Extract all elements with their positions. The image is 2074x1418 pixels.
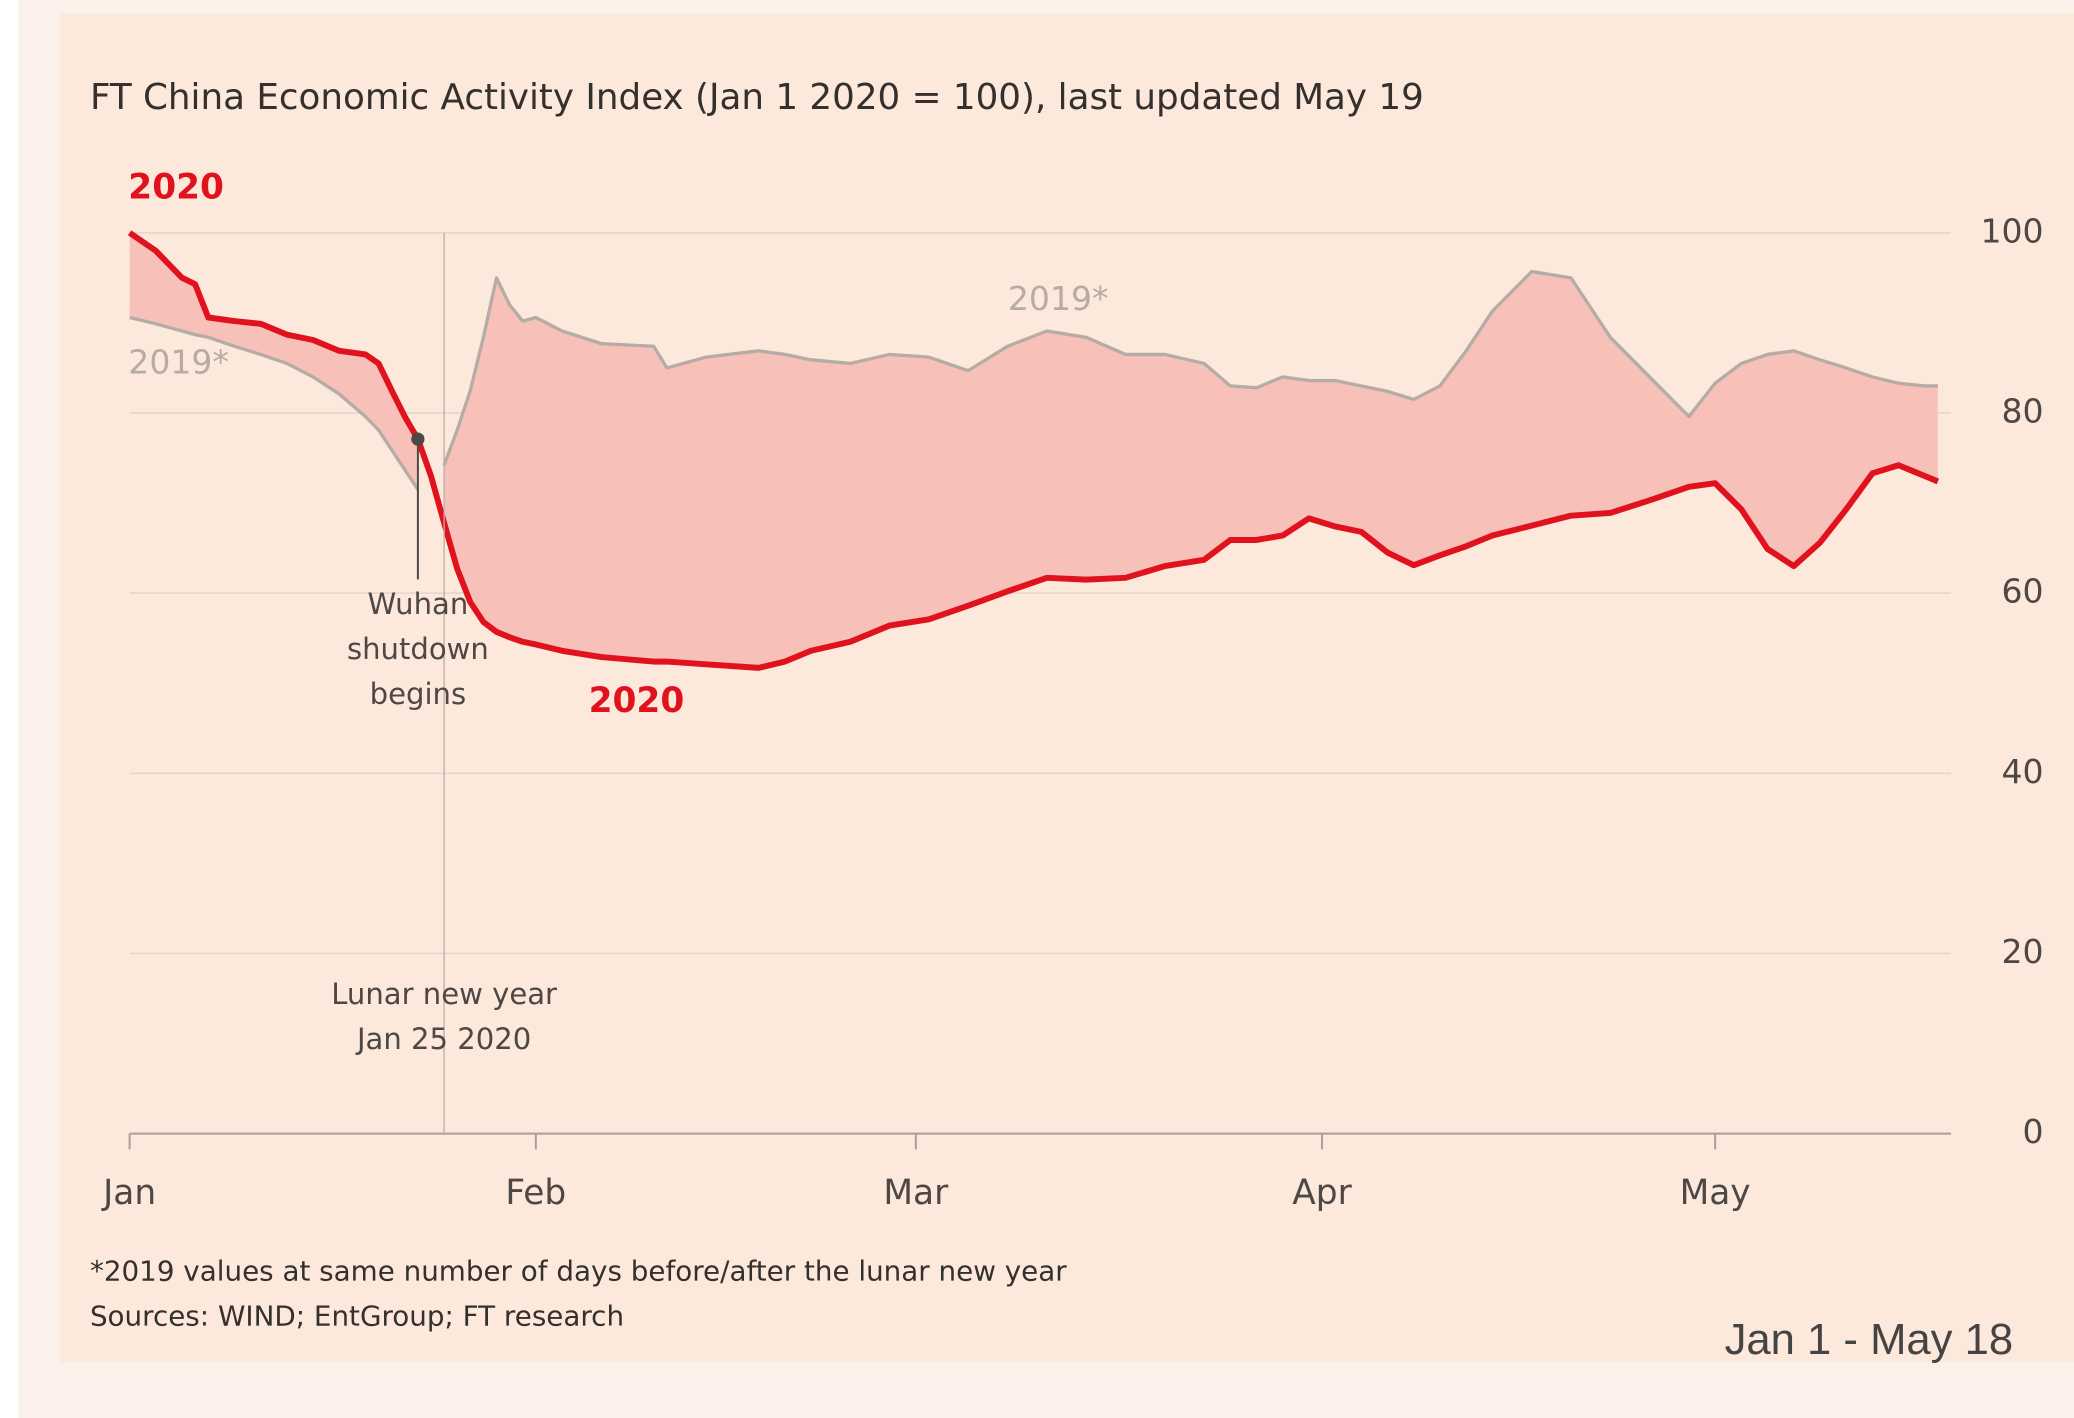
range-label: Jan 1 - May 18: [1725, 1315, 2014, 1364]
y-tick-label: 0: [2023, 1112, 2044, 1151]
series-line: [127, 230, 1940, 671]
chart-panel: [59, 13, 2074, 1363]
source: Sources: WIND; EntGroup; FT research: [90, 1299, 624, 1332]
gap-area: [129, 232, 418, 490]
annotation-text: Jan 25 2020: [355, 1022, 531, 1056]
annotation-dot: [411, 432, 425, 446]
y-tick-label: 20: [2002, 932, 2044, 971]
annotation-text: shutdown: [347, 632, 489, 666]
left-strip: [0, 0, 19, 1418]
chart-title: FT China Economic Activity Index (Jan 1 …: [90, 77, 1424, 118]
annotation-text: Wuhan: [367, 587, 468, 621]
y-tick-label: 60: [2002, 572, 2044, 611]
series-label: 2020: [128, 168, 224, 208]
x-tick-label: Feb: [505, 1173, 566, 1213]
annotation-text: Lunar new year: [331, 977, 557, 1011]
series-line: [129, 269, 1938, 491]
y-tick-label: 100: [1980, 211, 2043, 250]
y-tick-label: 40: [2002, 752, 2044, 791]
y-tick-label: 80: [2002, 391, 2044, 430]
series-label: 2019*: [128, 342, 229, 381]
x-tick-label: Jan: [101, 1173, 156, 1213]
x-tick-label: Apr: [1292, 1173, 1352, 1213]
series-label: 2019*: [1008, 279, 1109, 318]
annotation-text: begins: [370, 677, 466, 711]
series-label: 2020: [589, 681, 685, 721]
footnote: *2019 values at same number of days befo…: [90, 1254, 1067, 1287]
x-tick-label: May: [1680, 1173, 1751, 1213]
gap-area: [444, 271, 1938, 668]
x-tick-label: Mar: [883, 1173, 949, 1213]
